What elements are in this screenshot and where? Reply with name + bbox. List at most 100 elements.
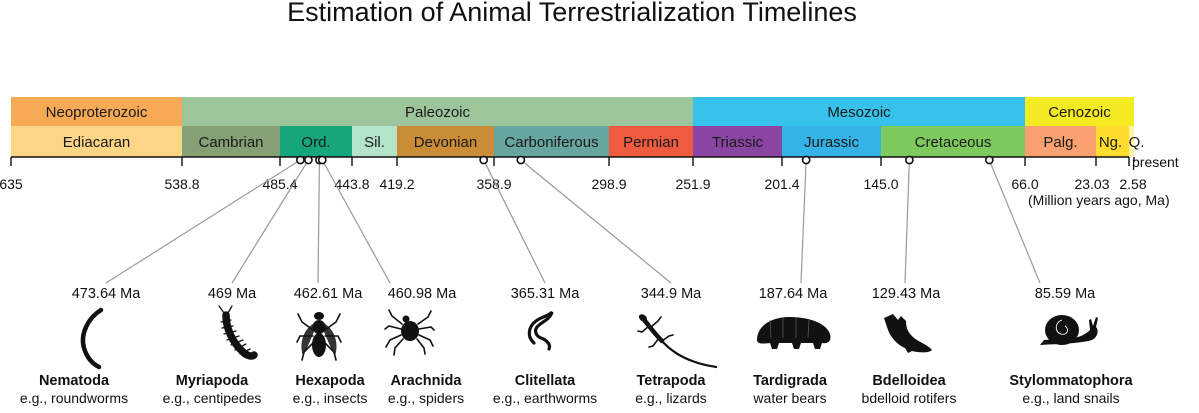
period-jurassic (782, 126, 881, 157)
mite-icon (384, 309, 435, 356)
period-q (1129, 126, 1134, 157)
taxon-name: Clitellata (515, 373, 576, 389)
era-mesozoic (693, 97, 1025, 126)
taxon-example: e.g., centipedes (163, 390, 262, 406)
period-devonian (397, 126, 494, 157)
axis-tick-label: 145.0 (863, 176, 898, 192)
event-leader-line (105, 159, 301, 284)
period-label: Permian (623, 134, 679, 151)
axis-tick-label: 443.8 (334, 176, 369, 192)
present-label: present (1132, 154, 1179, 170)
event-marker-bdelloidea (904, 155, 914, 165)
era-neoproterozoic (11, 97, 182, 126)
axis-tick-label: 538.8 (164, 176, 199, 192)
axis-unit-label: (Million years ago, Ma) (1028, 192, 1170, 208)
axis-tick-label: 251.9 (675, 176, 710, 192)
period-label: Devonian (414, 134, 477, 151)
period-permian (609, 126, 693, 157)
period-label: Ord. (301, 134, 330, 151)
period-label: Q. (1129, 134, 1145, 151)
era-label: Paleozoic (405, 104, 471, 121)
event-age-label: 469 Ma (208, 286, 257, 302)
event-leader-line (520, 159, 672, 284)
period-cretaceous (881, 126, 1025, 157)
lizard-icon (637, 314, 718, 369)
centipede-icon (218, 305, 258, 360)
event-age-label: 473.64 Ma (72, 286, 141, 302)
axis-tick-label: 419.2 (379, 176, 414, 192)
event-marker-myriapoda (303, 155, 313, 165)
fly-icon (296, 312, 342, 361)
period-palg (1025, 126, 1096, 157)
event-age-label: 187.64 Ma (759, 286, 828, 302)
period-ord (280, 126, 352, 157)
era-label: Cenozoic (1048, 104, 1111, 121)
tardigrade-icon (757, 317, 831, 349)
period-ng (1096, 126, 1129, 157)
era-label: Neoproterozoic (46, 104, 148, 121)
era-band: Neoproterozoic Paleozoic Mesozoic Cenozoic (11, 97, 1134, 126)
period-label: Carboniferous (504, 134, 598, 151)
event-age-label: 344.9 Ma (641, 286, 702, 302)
nematode-icon (80, 307, 104, 370)
taxon-name: Tetrapoda (636, 373, 706, 389)
snail-icon (1040, 315, 1098, 345)
taxon-example: e.g., insects (293, 390, 368, 406)
era-cenozoic (1025, 97, 1134, 126)
event-leader-lines (105, 159, 1041, 284)
event-age-label: 460.98 Ma (388, 286, 457, 302)
taxon-example: e.g., spiders (388, 390, 464, 406)
diagram-title: Estimation of Animal Terrestrialization … (287, 0, 857, 27)
taxon-example: water bears (752, 390, 826, 406)
taxon-name: Arachnida (391, 373, 463, 389)
event-leader-line (988, 159, 1041, 284)
event-leader-line (317, 159, 321, 284)
taxon-name: Myriapoda (176, 373, 249, 389)
axis-tick-label: 298.9 (591, 176, 626, 192)
axis-ticks: 635 538.8 485.4 443.8 419.2 358.9 298.9 251.9 20… (0, 157, 1147, 192)
event-leader-line (321, 159, 391, 284)
period-label: Sil. (364, 134, 385, 151)
axis-tick-label: 358.9 (476, 176, 511, 192)
taxon-name: Stylommatophora (1009, 373, 1133, 389)
period-ediacaran (11, 126, 182, 157)
period-cambrian (182, 126, 280, 157)
taxon-name: Tardigrada (753, 373, 828, 389)
period-carboniferous (494, 126, 609, 157)
period-label: Ng. (1099, 134, 1122, 151)
event-age-label: 462.61 Ma (294, 286, 363, 302)
event-marker-clitellata (479, 155, 489, 165)
event-marker-tetrapoda (516, 155, 526, 165)
period-label: Cretaceous (915, 134, 992, 151)
event-markers (295, 155, 994, 165)
taxon-name: Nematoda (39, 373, 110, 389)
axis-tick-label: 485.4 (262, 176, 297, 192)
period-label: Palg. (1043, 134, 1077, 151)
axis-tick-label: 2.58 (1119, 176, 1146, 192)
event-age-label: 85.59 Ma (1035, 286, 1096, 302)
era-label: Mesozoic (827, 104, 891, 121)
event-marker-tardigrada (801, 155, 811, 165)
taxon-example: bdelloid rotifers (862, 390, 957, 406)
period-sil (352, 126, 397, 157)
event-leader-line (483, 159, 546, 284)
period-band: Ediacaran Cambrian Ord. Sil. Devonian Carboni… (11, 126, 1144, 157)
event-leader-line (904, 159, 910, 284)
event-age-label: 365.31 Ma (511, 286, 580, 302)
axis-tick-label: 66.0 (1011, 176, 1038, 192)
period-label: Cambrian (198, 134, 263, 151)
axis-tick-label: 23.03 (1074, 176, 1109, 192)
rotifer-icon (884, 314, 932, 353)
event-leader-line (231, 159, 309, 284)
earthworm-icon (527, 310, 554, 351)
taxon-name: Bdelloidea (872, 373, 946, 389)
taxon-example: e.g., lizards (635, 390, 707, 406)
taxon-name: Hexapoda (295, 373, 365, 389)
period-label: Jurassic (804, 134, 860, 151)
event-marker-stylommatophora (984, 155, 994, 165)
taxon-example: e.g., roundworms (20, 390, 128, 406)
era-paleozoic (182, 97, 693, 126)
event-leader-line (800, 159, 807, 284)
